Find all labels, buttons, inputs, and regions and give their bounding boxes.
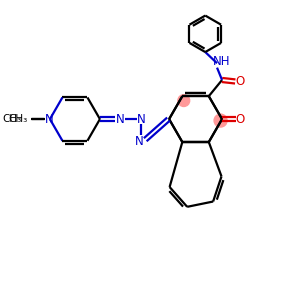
Text: CH₃: CH₃: [3, 114, 22, 124]
Text: N: N: [137, 112, 146, 126]
Circle shape: [214, 114, 227, 127]
Circle shape: [178, 95, 190, 106]
Text: CH₃: CH₃: [9, 114, 28, 124]
Text: N: N: [135, 135, 144, 148]
Text: O: O: [236, 112, 245, 126]
Text: NH: NH: [213, 55, 231, 68]
Text: O: O: [235, 75, 244, 88]
Text: N: N: [45, 112, 54, 126]
Text: N: N: [116, 112, 125, 126]
